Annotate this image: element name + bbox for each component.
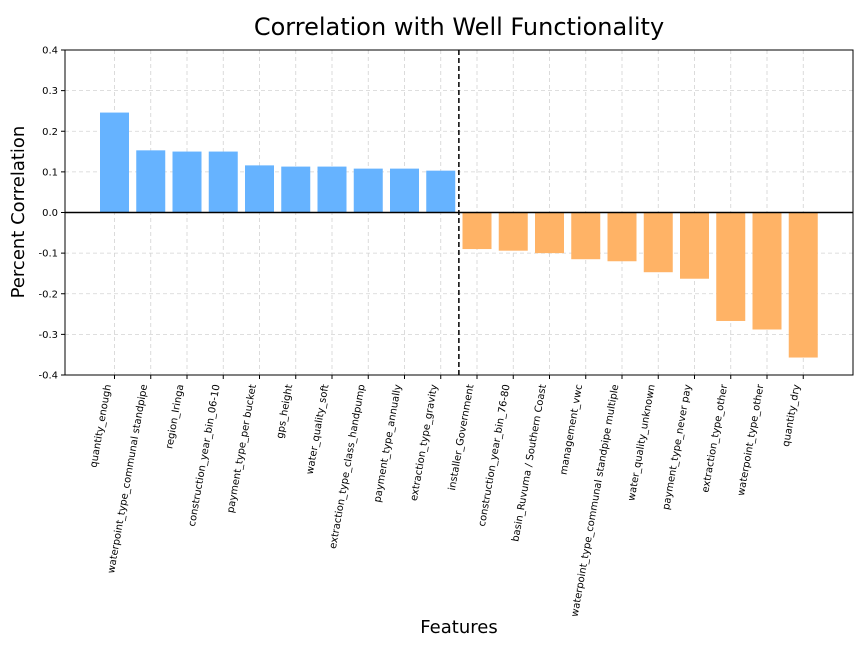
bar	[462, 212, 492, 250]
x-axis-label: Features	[420, 617, 497, 638]
y-tick-label: -0.2	[38, 289, 58, 300]
x-tick-label: payment_type_per bucket	[225, 384, 258, 514]
bar	[788, 212, 818, 358]
x-tick-label: installer_Government	[447, 384, 477, 492]
x-tick-label: waterpoint_type_communal standpipe	[106, 384, 150, 575]
y-tick-label: 0.0	[42, 208, 58, 219]
bar	[281, 166, 311, 213]
bar	[136, 150, 166, 213]
x-tick-label: payment_type_annually	[372, 384, 404, 504]
x-tick-label: water_quality_unknown	[626, 384, 657, 502]
y-tick-label: -0.4	[38, 371, 58, 382]
x-tick-label: quantity_dry	[781, 384, 803, 448]
x-tick-label: management_vwc	[558, 384, 585, 476]
x-tick-label: gps_height	[275, 384, 295, 440]
bar	[208, 151, 238, 213]
x-tick-label: basin_Ruvuma / Southern Coast	[510, 384, 549, 543]
bar	[172, 151, 202, 213]
bar	[390, 168, 419, 213]
x-tick-label: extraction_type_class_handpump	[328, 384, 368, 550]
x-tick-label: extraction_type_other	[700, 383, 730, 494]
bars-layer	[100, 112, 818, 358]
y-tick-label: -0.1	[38, 249, 58, 260]
x-axis-ticks: quantity_enoughwaterpoint_type_communal …	[88, 375, 804, 618]
bar	[317, 166, 347, 213]
y-tick-label: 0.2	[42, 127, 58, 138]
bar	[752, 212, 782, 330]
y-axis-label: Percent Correlation	[8, 126, 29, 299]
bar	[571, 212, 601, 260]
y-tick-label: -0.3	[38, 330, 58, 341]
x-tick-label: construction_year_bin_76-80	[477, 384, 513, 528]
bar	[426, 170, 456, 213]
x-tick-label: region_Iringa	[164, 384, 186, 450]
y-tick-label: 0.3	[42, 86, 58, 97]
chart-title: Correlation with Well Functionality	[254, 13, 664, 41]
y-tick-label: 0.1	[42, 167, 58, 178]
bar	[680, 212, 709, 279]
bar	[353, 168, 383, 213]
x-tick-label: water_quality_soft	[305, 384, 332, 476]
bar	[716, 212, 746, 321]
bar	[535, 212, 564, 254]
bar	[643, 212, 673, 273]
reference-lines	[65, 50, 853, 375]
x-tick-label: quantity_enough	[88, 384, 113, 469]
y-tick-label: 0.4	[42, 46, 58, 57]
x-tick-label: construction_year_bin_06-10	[187, 384, 223, 528]
y-axis-ticks: 0.4 0.3 0.2 0.1 0.0 -0.1 -0.2 -0.3 -0.4	[38, 46, 65, 382]
x-tick-label: extraction_type_gravity	[409, 384, 440, 502]
bar	[607, 212, 637, 262]
x-tick-label: payment_type_never pay	[661, 384, 694, 511]
x-tick-label: waterpoint_type_other	[736, 383, 767, 497]
bar	[100, 112, 129, 213]
bar	[498, 212, 528, 251]
bar	[245, 165, 274, 213]
